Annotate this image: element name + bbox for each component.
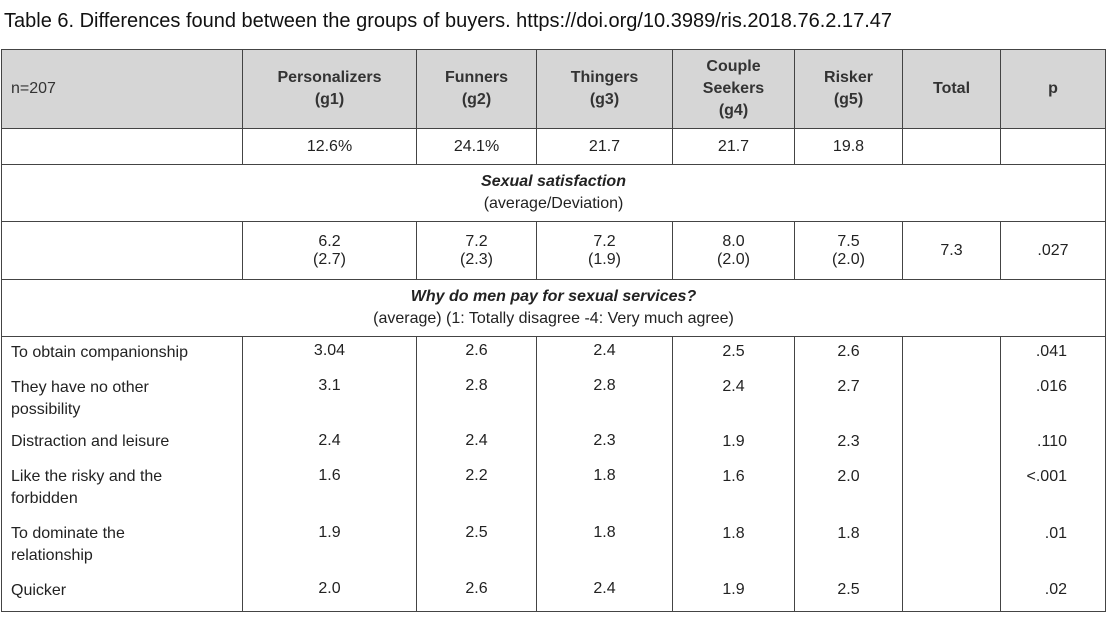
header-row: n=207 Personalizers (g1) Funners (g2) Thin… — [1, 49, 1106, 129]
row-label: They have no other possibility — [1, 372, 243, 428]
satisfaction-total: 7.3 — [902, 221, 1001, 280]
section-subtitle: (average) (1: Totally disagree -4: Very … — [373, 310, 734, 327]
satisfaction-g2: 7.2 (2.3) — [416, 221, 537, 280]
group-header-g4: Couple Seekers (g4) — [672, 49, 795, 129]
p-header: p — [1000, 49, 1106, 129]
row-label: To dominate the relationship — [1, 520, 243, 578]
section-title: Sexual satisfaction — [481, 173, 626, 190]
share-g5: 19.8 — [794, 128, 903, 165]
table-row: Distraction and leisure 2.4 2.4 2.3 1.9 … — [1, 427, 1106, 464]
table-row: They have no other possibility 3.1 2.8 2.… — [1, 372, 1106, 428]
table-row: Like the risky and the forbidden 1.6 2.2 … — [1, 463, 1106, 521]
table-row: To dominate the relationship 1.9 2.5 1.8 … — [1, 520, 1106, 578]
section-title: Why do men pay for sexual services? — [410, 288, 697, 305]
satisfaction-g5: 7.5 (2.0) — [794, 221, 903, 280]
satisfaction-p: .027 — [1000, 221, 1106, 280]
share-g2: 24.1% — [416, 128, 537, 165]
section-reasons: Why do men pay for sexual services? (ave… — [1, 279, 1106, 337]
row-label: To obtain companionship — [1, 336, 243, 373]
row-label: Quicker — [1, 577, 243, 612]
table-row: Quicker 2.0 2.6 2.4 1.9 2.5 .02 — [1, 577, 1106, 612]
section-subtitle: (average/Deviation) — [483, 195, 624, 212]
shares-row: 12.6% 24.1% 21.7 21.7 19.8 — [1, 128, 1106, 165]
table-caption: Table 6. Differences found between the g… — [4, 10, 893, 32]
row-label: Distraction and leisure — [1, 427, 243, 464]
table-row: To obtain companionship 3.04 2.6 2.4 2.5… — [1, 336, 1106, 373]
group-header-g5: Risker (g5) — [794, 49, 903, 129]
share-g3: 21.7 — [536, 128, 673, 165]
n-header: n=207 — [1, 49, 243, 129]
share-g1: 12.6% — [242, 128, 417, 165]
total-header: Total — [902, 49, 1001, 129]
row-label: Like the risky and the forbidden — [1, 463, 243, 521]
satisfaction-row: 6.2 (2.7) 7.2 (2.3) 7.2 (1.9) 8.0 (2.0) 7.5(… — [1, 221, 1106, 280]
share-g4: 21.7 — [672, 128, 795, 165]
satisfaction-g1: 6.2 (2.7) — [242, 221, 417, 280]
satisfaction-g4: 8.0 (2.0) — [672, 221, 795, 280]
buyers-table: n=207 Personalizers (g1) Funners (g2) Thin… — [1, 49, 1106, 612]
group-header-g3: Thingers (g3) — [536, 49, 673, 129]
section-satisfaction: Sexual satisfaction (average/Deviation) — [1, 164, 1106, 222]
satisfaction-g3: 7.2 (1.9) — [536, 221, 673, 280]
group-header-g1: Personalizers (g1) — [242, 49, 417, 129]
group-header-g2: Funners (g2) — [416, 49, 537, 129]
